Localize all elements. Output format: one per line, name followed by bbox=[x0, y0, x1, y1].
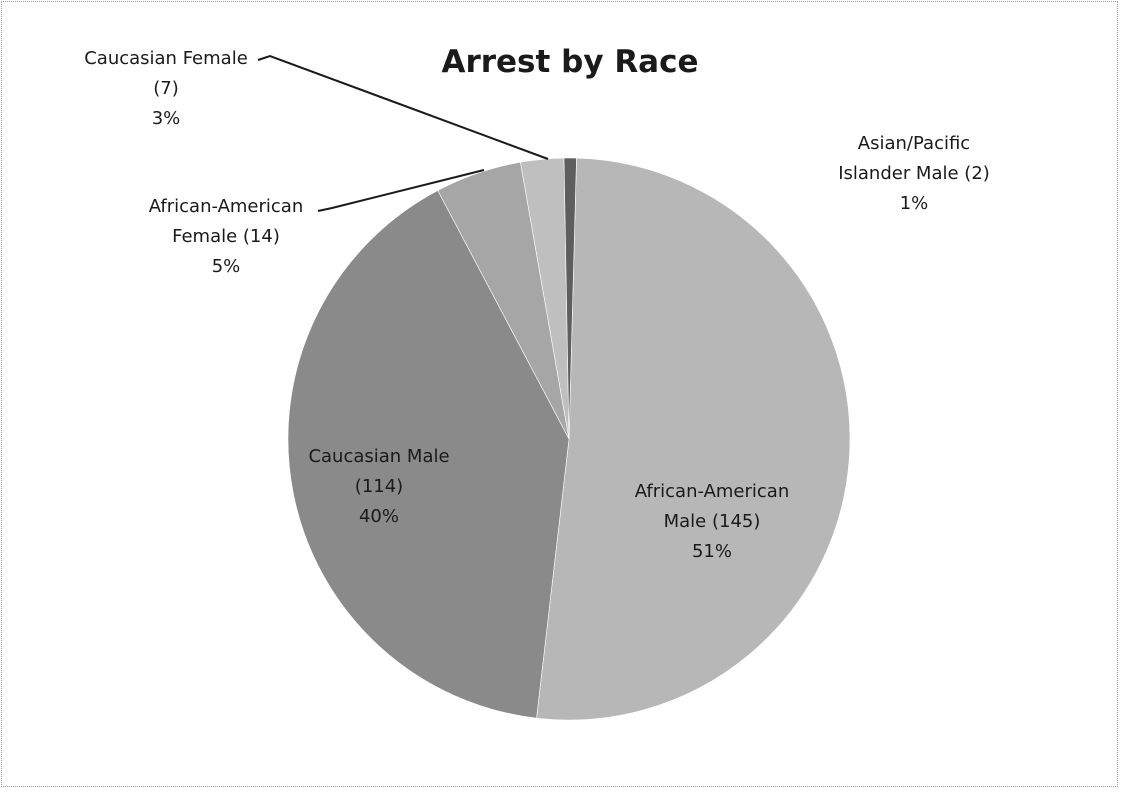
slice-label-african-american-female: African-American Female (14) 5% bbox=[149, 196, 304, 277]
slice-label-line: Male (145) bbox=[664, 511, 761, 532]
slice-label-line: 40% bbox=[359, 506, 399, 527]
slice-label-line: Caucasian Female bbox=[84, 48, 248, 69]
slice-label-line: African-American bbox=[149, 196, 304, 217]
slice-label-line: Caucasian Male bbox=[308, 446, 449, 467]
slice-label-line: Islander Male (2) bbox=[838, 163, 990, 184]
leader-line-african-american-female bbox=[317, 169, 485, 212]
slice-label-caucasian-female: Caucasian Female (7) 3% bbox=[84, 48, 248, 129]
chart-title: Arrest by Race bbox=[441, 44, 698, 80]
pie-slices bbox=[287, 157, 851, 721]
slice-label-african-american-male: African-American Male (145) 51% bbox=[635, 481, 790, 562]
slice-label-asian-pacific-islander-male: Asian/Pacific Islander Male (2) 1% bbox=[838, 133, 990, 214]
pie-slice-african-american-male bbox=[536, 157, 851, 721]
slice-label-line: (7) bbox=[153, 78, 179, 99]
slice-label-line: African-American bbox=[635, 481, 790, 502]
slice-label-line: Female (14) bbox=[172, 226, 280, 247]
slice-labels: African-American Male (145) 51% Caucasian M… bbox=[84, 48, 990, 562]
slice-label-line: 1% bbox=[900, 193, 929, 214]
slice-label-line: 5% bbox=[212, 256, 241, 277]
leader-lines bbox=[257, 54, 549, 212]
leader-line-caucasian-female bbox=[257, 54, 549, 160]
pie-slice-asian-pacific-islander-male bbox=[563, 157, 577, 440]
pie-slice-caucasian-male bbox=[287, 190, 570, 719]
slice-label-line: 51% bbox=[692, 541, 732, 562]
slice-label-caucasian-male: Caucasian Male (114) 40% bbox=[308, 446, 449, 527]
slice-label-line: 3% bbox=[152, 108, 181, 129]
slice-label-line: (114) bbox=[355, 476, 403, 497]
slice-label-line: Asian/Pacific bbox=[858, 133, 970, 154]
